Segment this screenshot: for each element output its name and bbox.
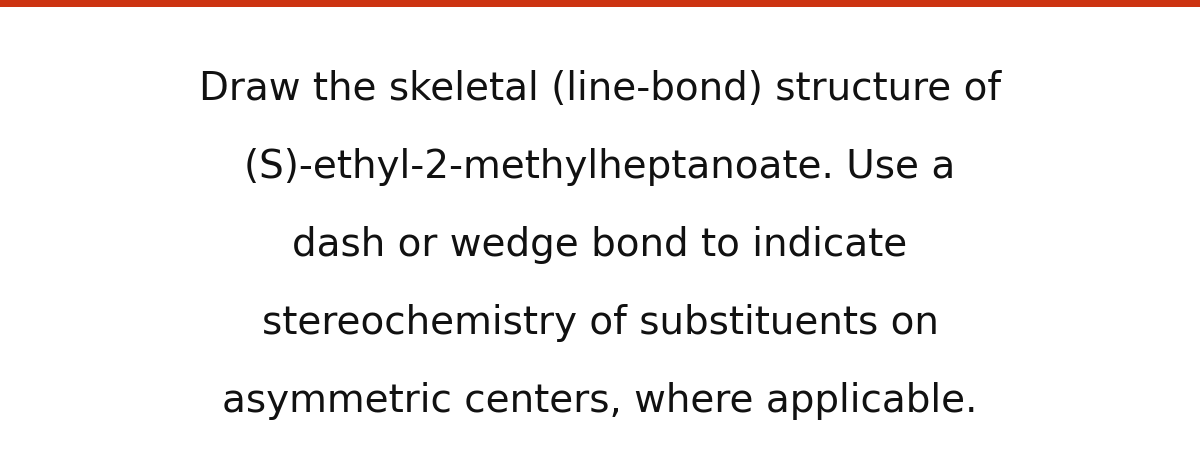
Text: Draw the skeletal (line-bond) structure of: Draw the skeletal (line-bond) structure …: [199, 70, 1001, 108]
Text: asymmetric centers, where applicable.: asymmetric centers, where applicable.: [222, 381, 978, 419]
Bar: [0, 0, 1200, 8]
Text: (S)-ethyl-2-methylheptanoate. Use a: (S)-ethyl-2-methylheptanoate. Use a: [245, 148, 955, 186]
Text: dash or wedge bond to indicate: dash or wedge bond to indicate: [293, 226, 907, 263]
Text: stereochemistry of substituents on: stereochemistry of substituents on: [262, 303, 938, 341]
